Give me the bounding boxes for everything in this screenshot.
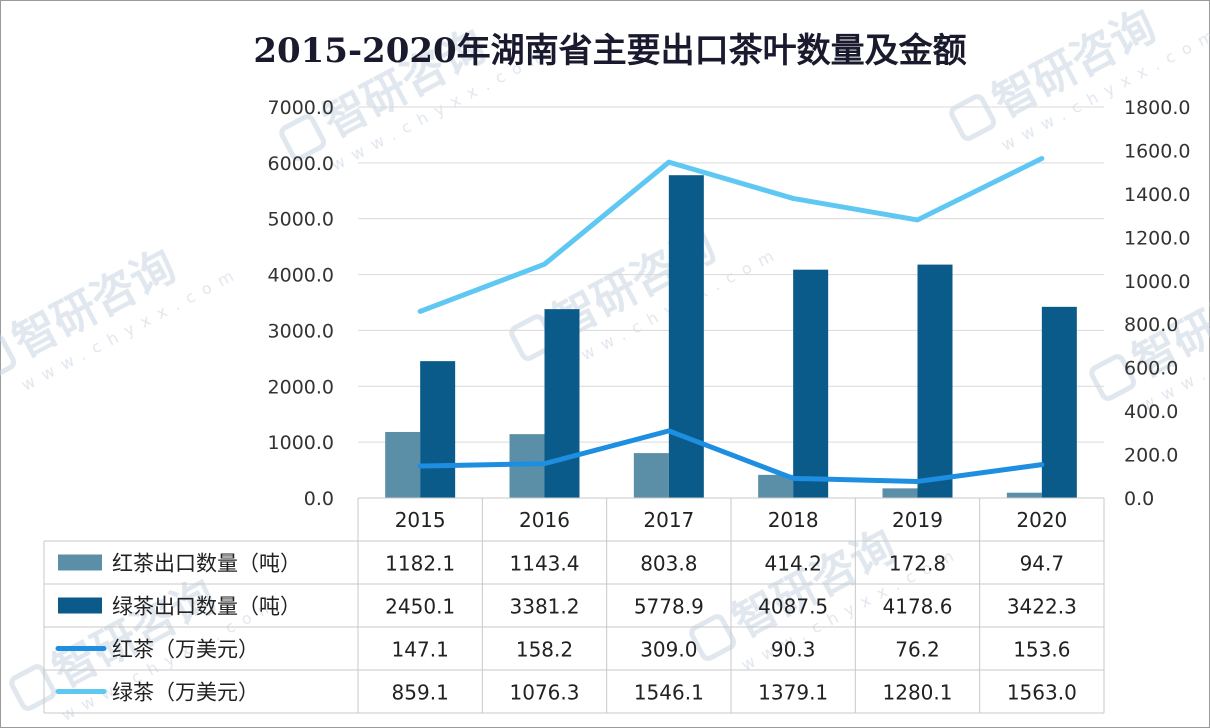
line-green-tea-value bbox=[417, 155, 1045, 314]
right-tick-label: 600.0 bbox=[1124, 358, 1178, 380]
table-cell: 1546.1 bbox=[634, 681, 704, 705]
point-green-tea-2019 bbox=[915, 217, 920, 222]
left-tick-label: 3000.0 bbox=[268, 320, 334, 342]
table-cell: 309.0 bbox=[640, 638, 697, 662]
data-table: 2015 2016 2017 2018 2019 2020 红茶出口数量（吨） 1182.1 1… bbox=[43, 497, 1105, 714]
category-label: 2018 bbox=[768, 508, 819, 532]
right-tick-label: 1600.0 bbox=[1124, 140, 1190, 162]
left-tick-label: 1000.0 bbox=[268, 432, 334, 454]
table-cell: 803.8 bbox=[640, 552, 697, 576]
bar-black-tea-2019 bbox=[882, 488, 918, 498]
point-green-tea-2017 bbox=[666, 160, 671, 165]
table-cell: 1182.1 bbox=[385, 552, 455, 576]
table-cell: 1280.1 bbox=[883, 681, 953, 705]
right-tick-label: 1000.0 bbox=[1124, 271, 1190, 293]
point-black-tea-2015 bbox=[418, 464, 423, 469]
bar-green-tea-2015 bbox=[420, 361, 456, 498]
series-name: 绿茶（万美元） bbox=[112, 681, 259, 705]
point-green-tea-2018 bbox=[791, 196, 796, 201]
chart-title: 2015-2020年湖南省主要出口茶叶数量及金额 bbox=[253, 31, 966, 71]
left-tick-label: 0.0 bbox=[304, 488, 334, 510]
table-cell: 3381.2 bbox=[510, 595, 580, 619]
right-tick-label: 400.0 bbox=[1124, 401, 1178, 423]
right-tick-label: 0.0 bbox=[1124, 488, 1154, 510]
category-label: 2015 bbox=[395, 508, 446, 532]
series-name: 绿茶出口数量（吨） bbox=[112, 595, 301, 619]
table-cell: 172.8 bbox=[889, 552, 946, 576]
left-tick-label: 4000.0 bbox=[268, 265, 334, 287]
category-label: 2020 bbox=[1016, 508, 1067, 532]
point-green-tea-2016 bbox=[542, 262, 547, 267]
table-cell: 414.2 bbox=[765, 552, 822, 576]
table-cell: 1379.1 bbox=[758, 681, 828, 705]
table-cell: 158.2 bbox=[516, 638, 573, 662]
bar-green-tea-2018 bbox=[793, 269, 829, 498]
left-tick-label: 5000.0 bbox=[268, 209, 334, 231]
bar-black-tea-2020 bbox=[1006, 492, 1042, 498]
right-tick-label: 200.0 bbox=[1124, 445, 1178, 467]
right-tick-label: 1400.0 bbox=[1124, 184, 1190, 206]
table-cell: 5778.9 bbox=[634, 595, 704, 619]
point-green-tea-2015 bbox=[418, 309, 423, 314]
table-cell: 3422.3 bbox=[1007, 595, 1077, 619]
bar-green-tea-2016 bbox=[544, 309, 580, 498]
point-black-tea-2020 bbox=[1039, 462, 1044, 467]
point-black-tea-2019 bbox=[915, 479, 920, 484]
table-cell: 147.1 bbox=[392, 638, 449, 662]
table-cell: 859.1 bbox=[392, 681, 449, 705]
table-cell: 76.2 bbox=[895, 638, 940, 662]
left-axis-ticks: 0.0 1000.0 2000.0 3000.0 4000.0 5000.0 6000.0 7… bbox=[268, 97, 334, 510]
category-label: 2019 bbox=[892, 508, 943, 532]
bar-black-tea-2018 bbox=[758, 474, 794, 498]
table-cell: 4087.5 bbox=[758, 595, 828, 619]
left-tick-label: 7000.0 bbox=[268, 97, 334, 119]
table-cell: 153.6 bbox=[1013, 638, 1070, 662]
table-cell: 1076.3 bbox=[510, 681, 580, 705]
right-tick-label: 1800.0 bbox=[1124, 97, 1190, 119]
right-tick-label: 1200.0 bbox=[1124, 227, 1190, 249]
bar-black-tea-2017 bbox=[633, 453, 669, 498]
legend-swatch bbox=[58, 554, 102, 571]
left-tick-label: 6000.0 bbox=[268, 153, 334, 175]
right-axis-ticks: 0.0 200.0 400.0 600.0 800.0 1000.0 1200.0 1400.… bbox=[1124, 97, 1190, 510]
series-name: 红茶出口数量（吨） bbox=[112, 552, 301, 576]
point-black-tea-2016 bbox=[542, 461, 547, 466]
table-cell: 94.7 bbox=[1020, 552, 1065, 576]
line-black-tea-value bbox=[417, 428, 1045, 484]
point-black-tea-2018 bbox=[791, 476, 796, 481]
table-cell: 90.3 bbox=[771, 638, 816, 662]
point-black-tea-2017 bbox=[666, 428, 671, 433]
left-tick-label: 2000.0 bbox=[268, 376, 334, 398]
table-cell: 1143.4 bbox=[510, 552, 580, 576]
bar-series bbox=[385, 175, 1077, 498]
right-tick-label: 800.0 bbox=[1124, 314, 1178, 336]
bar-black-tea-2015 bbox=[385, 431, 421, 498]
category-label: 2016 bbox=[519, 508, 570, 532]
table-cell: 1563.0 bbox=[1007, 681, 1077, 705]
bar-green-tea-2017 bbox=[668, 175, 704, 498]
category-label: 2017 bbox=[643, 508, 694, 532]
line-series bbox=[417, 155, 1045, 484]
table-cell: 2450.1 bbox=[385, 595, 455, 619]
legend-swatch bbox=[58, 597, 102, 614]
bar-green-tea-2020 bbox=[1041, 306, 1077, 498]
bar-green-tea-2019 bbox=[917, 264, 953, 498]
point-green-tea-2020 bbox=[1039, 156, 1044, 161]
table-cell: 4178.6 bbox=[883, 595, 953, 619]
series-name: 红茶（万美元） bbox=[112, 638, 259, 662]
